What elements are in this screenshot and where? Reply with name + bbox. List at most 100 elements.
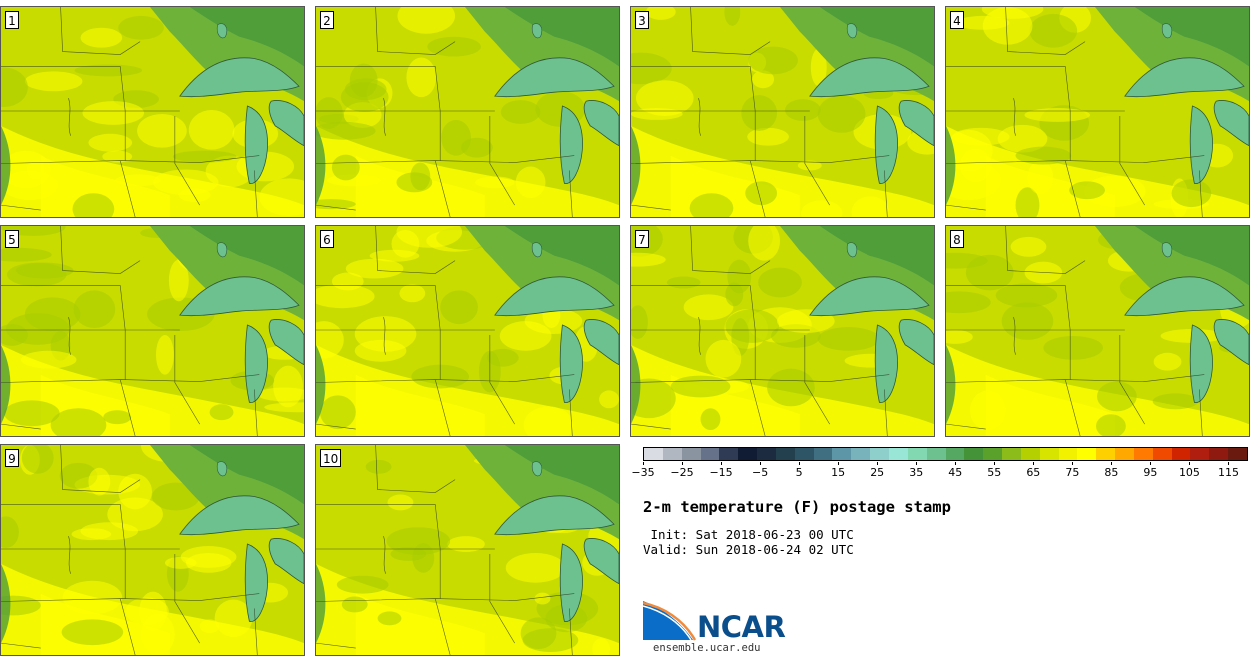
colorbar-tick-label: 55 (987, 466, 1002, 479)
colorbar-bin (851, 448, 871, 460)
colorbar-tick (838, 462, 840, 465)
colorbar (643, 447, 1248, 461)
colorbar-bin (738, 448, 758, 460)
colorbar-bin (1096, 448, 1116, 460)
temperature-map (631, 7, 934, 217)
colorbar-tick (994, 462, 996, 465)
colorbar-tick-label: −35 (631, 466, 655, 479)
colorbar-tick (1033, 462, 1035, 465)
figure-title: 2-m temperature (F) postage stamp (643, 498, 951, 516)
colorbar-tick-label: 75 (1065, 466, 1080, 479)
panel-member-2: 2 (315, 6, 620, 218)
panel-member-3: 3 (630, 6, 935, 218)
panel-member-7: 7 (630, 225, 935, 437)
colorbar-tick (1111, 462, 1113, 465)
colorbar-tick (916, 462, 918, 465)
colorbar-bin (1002, 448, 1021, 460)
colorbar-bin (719, 448, 739, 460)
colorbar-bin (1039, 448, 1059, 460)
colorbar-tick (877, 462, 879, 465)
panel-label: 4 (950, 11, 964, 29)
colorbar-tick-label: 35 (909, 466, 924, 479)
colorbar-bin (907, 448, 927, 460)
colorbar-bin (1171, 448, 1191, 460)
colorbar-bin (1115, 448, 1134, 460)
colorbar-tick-label: 115 (1217, 466, 1239, 479)
panel-member-5: 5 (0, 225, 305, 437)
colorbar-tick-label: 65 (1026, 466, 1041, 479)
panel-member-9: 9 (0, 444, 305, 656)
panel-label: 5 (5, 230, 19, 248)
colorbar-tick-label: 105 (1178, 466, 1200, 479)
colorbar-bin (832, 448, 852, 460)
panel-label: 6 (320, 230, 334, 248)
colorbar-bin (662, 448, 682, 460)
colorbar-tick (1072, 462, 1074, 465)
colorbar-bin (1152, 448, 1172, 460)
colorbar-tick-label: −5 (751, 466, 769, 479)
colorbar-bin (813, 448, 833, 460)
source-url: ensemble.ucar.edu (653, 642, 761, 654)
colorbar-ticks: −35 −25 −15 −5 5 15 25 35 45 55 65 75 85 95 105 115 (631, 462, 1248, 482)
colorbar-tick-label: 85 (1104, 466, 1119, 479)
ncar-logo-icon (643, 601, 697, 641)
panel-member-8: 8 (945, 225, 1250, 437)
colorbar-tick-label: 5 (795, 466, 803, 479)
colorbar-bin (1020, 448, 1040, 460)
colorbar-bin (1209, 448, 1229, 460)
temperature-map (946, 226, 1249, 436)
panel-member-1: 1 (0, 6, 305, 218)
colorbar-bin (1077, 448, 1097, 460)
colorbar-tick-label: 25 (870, 466, 885, 479)
panel-member-10: 10 (315, 444, 620, 656)
colorbar-bin (964, 448, 984, 460)
colorbar-bin (775, 448, 795, 460)
colorbar-tick (721, 462, 723, 465)
panel-label: 1 (5, 11, 19, 29)
valid-time: Valid: Sun 2018-06-24 02 UTC (643, 542, 854, 557)
colorbar-tick (955, 462, 957, 465)
colorbar-bin (757, 448, 776, 460)
colorbar-bin (945, 448, 965, 460)
colorbar-bin (1058, 448, 1078, 460)
temperature-map (316, 226, 619, 436)
colorbar-bin (644, 448, 663, 460)
colorbar-bin (1228, 448, 1247, 460)
colorbar-tick-label: 95 (1143, 466, 1158, 479)
temperature-map (631, 226, 934, 436)
colorbar-tick-label: −25 (670, 466, 694, 479)
panel-member-6: 6 (315, 225, 620, 437)
colorbar-tick (643, 462, 644, 465)
temperature-map (316, 7, 619, 217)
colorbar-bin (1133, 448, 1153, 460)
colorbar-tick-label: −15 (709, 466, 733, 479)
panel-label: 3 (635, 11, 649, 29)
colorbar-bin (794, 448, 814, 460)
colorbar-tick-label: 45 (948, 466, 963, 479)
colorbar-bin (681, 448, 701, 460)
temperature-map (946, 7, 1249, 217)
colorbar-bin (926, 448, 946, 460)
colorbar-tick-label: 15 (831, 466, 846, 479)
ncar-logo-text: NCAR (697, 610, 786, 644)
panel-label: 2 (320, 11, 334, 29)
colorbar-bin (700, 448, 720, 460)
temperature-map (1, 7, 304, 217)
colorbar-bin (983, 448, 1003, 460)
colorbar-tick (682, 462, 684, 465)
colorbar-bin (870, 448, 889, 460)
panel-label: 9 (5, 449, 19, 467)
temperature-map (1, 445, 304, 655)
colorbar-tick (1228, 462, 1230, 465)
temperature-map (316, 445, 619, 655)
panel-member-4: 4 (945, 6, 1250, 218)
init-time: Init: Sat 2018-06-23 00 UTC (643, 527, 854, 542)
colorbar-tick (799, 462, 801, 465)
colorbar-tick (1150, 462, 1152, 465)
panel-label: 10 (320, 449, 342, 467)
panel-label: 8 (950, 230, 964, 248)
panel-label: 7 (635, 230, 649, 248)
colorbar-tick (1189, 462, 1191, 465)
colorbar-tick (760, 462, 762, 465)
colorbar-bin (1190, 448, 1210, 460)
